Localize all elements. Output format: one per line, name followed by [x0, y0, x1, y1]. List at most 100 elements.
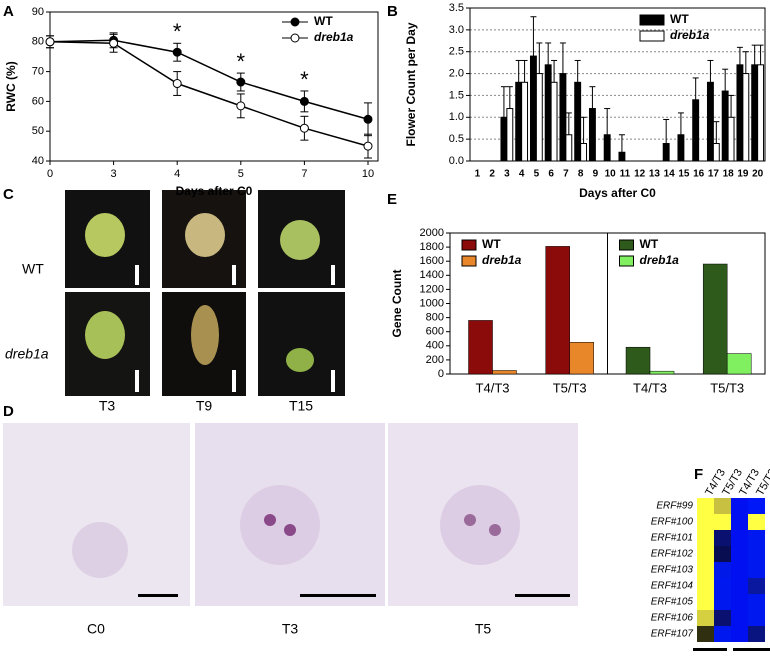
y-tick-label: 200 — [426, 354, 444, 366]
row-label: ERF#107 — [651, 629, 694, 640]
annotation: * — [237, 49, 246, 74]
y-tick-label: 0 — [438, 368, 444, 380]
legend-label: dreb1a — [482, 253, 522, 267]
y-tick-label: 70 — [32, 66, 44, 78]
bar — [500, 116, 508, 162]
bar — [649, 370, 675, 375]
row-label: ERF#102 — [651, 549, 694, 560]
panel-c-photos — [65, 190, 345, 396]
heatmap-cell — [697, 578, 714, 594]
heatmap-cell — [731, 594, 748, 610]
y-tick-label: 50 — [32, 125, 44, 137]
section-label: T5 — [475, 621, 492, 637]
y-tick-label: 600 — [426, 326, 444, 338]
legend-swatch — [461, 239, 477, 251]
panel-label: A — [3, 3, 14, 20]
legend-swatch — [639, 14, 665, 26]
row-label: ERF#103 — [651, 565, 694, 576]
y-tick-label: 1.5 — [449, 89, 464, 101]
x-tick-label: T5/T3 — [710, 380, 744, 395]
bar — [535, 73, 543, 162]
heatmap-cell — [731, 530, 748, 546]
heatmap-cell — [731, 562, 748, 578]
y-tick-label: 80 — [32, 36, 44, 48]
bar — [757, 64, 765, 162]
panel-label: C — [3, 186, 14, 203]
bar — [751, 64, 759, 162]
x-tick-label: 15 — [678, 169, 690, 180]
legend-label: WT — [670, 12, 689, 26]
bar — [515, 81, 523, 162]
x-tick-label: 6 — [548, 169, 554, 180]
bar — [544, 64, 552, 162]
point — [299, 123, 309, 133]
series-line — [49, 39, 369, 121]
x-axis-label: Days after C0 — [176, 184, 253, 198]
heatmap-cell — [714, 546, 731, 562]
panel-label: D — [3, 403, 14, 420]
x-tick-label: 5 — [238, 168, 244, 180]
photo-col-label: T3 — [99, 398, 116, 414]
x-tick-label: 19 — [737, 169, 749, 180]
bar — [702, 263, 728, 375]
heatmap-cell — [714, 626, 731, 642]
x-tick-label: 2 — [489, 169, 495, 180]
photo-row-label: WT — [22, 261, 44, 277]
x-tick-label: 8 — [578, 169, 584, 180]
y-tick-label: 0.0 — [449, 155, 464, 167]
x-tick-label: 1 — [475, 169, 481, 180]
heatmap-cell — [731, 546, 748, 562]
heatmap-cell — [748, 594, 765, 610]
x-tick-label: T5/T3 — [553, 380, 587, 395]
point — [363, 141, 373, 151]
y-tick-label: 3.5 — [449, 2, 464, 14]
x-tick-label: 4 — [519, 169, 525, 180]
section-label: C0 — [87, 621, 105, 637]
heatmap-cell — [714, 562, 731, 578]
legend-label: dreb1a — [314, 30, 354, 44]
heatmap-cell — [748, 610, 765, 626]
bar — [468, 320, 493, 375]
point — [45, 37, 55, 47]
x-tick-label: 14 — [664, 169, 676, 180]
bar — [521, 81, 529, 162]
heatmap-cell — [731, 626, 748, 642]
photo-col-label: T9 — [196, 398, 213, 414]
bar — [565, 134, 573, 162]
x-tick-label: 20 — [752, 169, 764, 180]
bar — [569, 342, 594, 375]
panel-d-sections — [3, 423, 578, 606]
bar — [506, 108, 514, 162]
bar — [662, 143, 670, 162]
legend-swatch — [619, 255, 634, 267]
x-tick-label: T4/T3 — [633, 380, 667, 395]
heatmap-cell — [731, 514, 748, 530]
point — [172, 47, 182, 57]
x-tick-label: 12 — [634, 169, 646, 180]
y-axis-label: Flower Count per Day — [404, 22, 418, 146]
y-tick-label: 1000 — [420, 297, 444, 309]
heatmap-cell — [697, 610, 714, 626]
bar — [588, 108, 596, 162]
bar — [574, 81, 582, 162]
heatmap-cell — [697, 626, 714, 642]
bar — [550, 81, 558, 162]
x-tick-label: 13 — [649, 169, 661, 180]
heatmap-cell — [748, 514, 765, 530]
group-bar — [693, 648, 727, 651]
legend-swatch — [619, 239, 634, 251]
y-tick-label: 40 — [32, 155, 44, 167]
y-tick-label: 90 — [32, 6, 44, 18]
heatmap-cell — [697, 546, 714, 562]
heatmap-cell — [714, 530, 731, 546]
legend-label: WT — [640, 237, 659, 251]
section-label: T3 — [282, 621, 299, 637]
heatmap-cell — [748, 546, 765, 562]
y-tick-label: 1400 — [420, 269, 444, 281]
heatmap-cell — [731, 610, 748, 626]
x-tick-label: 11 — [620, 169, 631, 180]
bar — [492, 370, 517, 375]
y-tick-label: 2000 — [420, 227, 444, 239]
x-tick-label: 4 — [174, 168, 180, 180]
